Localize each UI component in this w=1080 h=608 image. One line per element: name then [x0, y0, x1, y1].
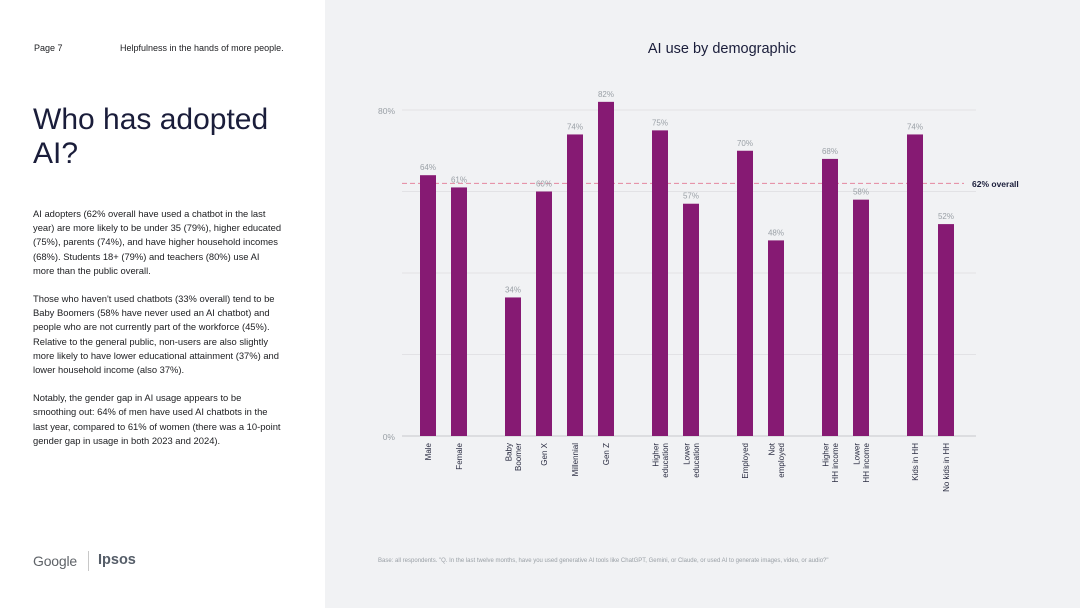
category-label: Male	[424, 442, 433, 460]
category-label: Lowereducation	[682, 443, 701, 478]
bar-data-label: 75%	[652, 118, 668, 127]
category-label: Gen X	[540, 442, 549, 465]
left-panel: Page 7 Helpfulness in the hands of more …	[0, 0, 325, 608]
category-label: Highereducation	[651, 443, 670, 478]
bar	[505, 297, 521, 436]
category-label: No kids in HH	[942, 443, 951, 492]
bar	[768, 240, 784, 436]
bar-data-label: 74%	[907, 122, 923, 131]
bar	[853, 199, 869, 436]
ipsos-logo: Ipsos	[98, 552, 136, 568]
bar-data-label: 57%	[683, 192, 699, 201]
bar-data-label: 48%	[768, 228, 784, 237]
y-tick-label: 80%	[378, 106, 395, 116]
bar	[536, 191, 552, 436]
category-label: LowerHH income	[852, 442, 871, 482]
body-paragraph-1: AI adopters (62% overall have used a cha…	[33, 208, 282, 276]
bar	[652, 130, 668, 436]
bar-data-label: 52%	[938, 212, 954, 221]
bar	[683, 203, 699, 436]
bar-data-label: 68%	[822, 147, 838, 156]
body-paragraph-3: Notably, the gender gap in AI usage appe…	[33, 392, 281, 446]
category-label: Kids in HH	[911, 443, 920, 481]
category-label: Millennial	[571, 443, 580, 477]
bar	[822, 158, 838, 436]
logo-divider	[88, 551, 89, 571]
right-panel	[325, 0, 1080, 608]
bar	[598, 101, 614, 436]
category-label: Employed	[741, 443, 750, 479]
section-title: Helpfulness in the hands of more people.	[120, 43, 284, 53]
bar	[737, 150, 753, 436]
footnote: Base: all respondents. "Q. In the last t…	[378, 558, 829, 564]
bar	[907, 134, 923, 436]
bar	[938, 224, 954, 436]
bar	[451, 187, 467, 436]
category-label: Notemployed	[767, 442, 786, 477]
headline: Who has adopted AI?	[33, 103, 269, 170]
category-label: BabyBoomer	[504, 443, 523, 471]
bar-data-label: 34%	[505, 285, 521, 294]
bar-data-label: 60%	[536, 180, 552, 189]
y-tick-label: 0%	[383, 432, 396, 442]
body-text: AI adopters (62% overall have used a cha…	[33, 207, 283, 462]
chart-title: AI use by demographic	[648, 41, 796, 57]
bar	[420, 175, 436, 436]
bar-data-label: 82%	[598, 90, 614, 99]
page-number: Page 7	[34, 43, 63, 53]
bar-data-label: 64%	[420, 163, 436, 172]
category-label: Gen Z	[602, 443, 611, 465]
body-paragraph-2: Those who haven't used chatbots (33% ove…	[33, 293, 279, 376]
category-label: Female	[455, 442, 464, 469]
google-logo: Google	[33, 553, 77, 569]
category-label: HigherHH income	[821, 442, 840, 482]
bar-data-label: 58%	[853, 188, 869, 197]
reference-line-label: 62% overall	[972, 179, 1019, 189]
bar	[567, 134, 583, 436]
bar-data-label: 74%	[567, 122, 583, 131]
bar-data-label: 70%	[737, 139, 753, 148]
bar-data-label: 61%	[451, 175, 467, 184]
